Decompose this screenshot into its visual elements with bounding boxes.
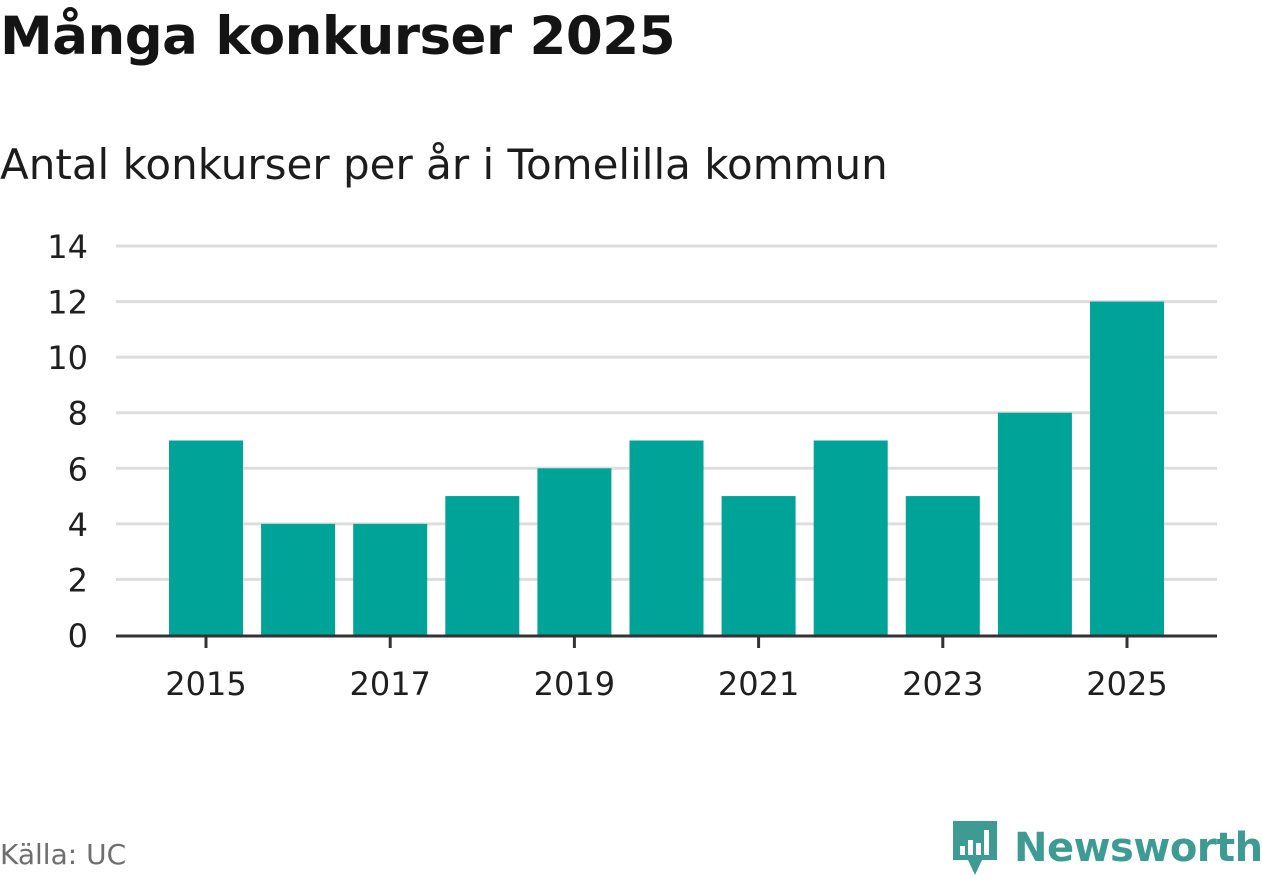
y-tick-label: 12 xyxy=(47,284,88,322)
x-tick-label: 2021 xyxy=(718,665,799,703)
x-tick-label: 2025 xyxy=(1086,665,1167,703)
y-tick-label: 0 xyxy=(68,617,88,655)
y-tick-label: 8 xyxy=(68,395,88,433)
brand-logo[interactable]: Newsworthy xyxy=(950,818,1262,878)
bar-2024 xyxy=(997,412,1072,635)
bar-2018 xyxy=(445,496,520,635)
newsworthy-logo-icon xyxy=(953,821,997,875)
bar-2016 xyxy=(261,523,336,635)
bar-2023 xyxy=(905,496,980,635)
source-label: Källa: UC xyxy=(0,838,127,871)
bar-2017 xyxy=(353,523,428,635)
y-tick-label: 14 xyxy=(47,228,88,266)
y-tick-label: 6 xyxy=(68,450,88,488)
bar-2022 xyxy=(813,440,888,635)
y-tick-label: 10 xyxy=(47,339,88,377)
x-tick-label: 2019 xyxy=(534,665,615,703)
y-tick-label: 4 xyxy=(68,506,88,544)
bar-2019 xyxy=(537,468,612,635)
brand-name: Newsworthy xyxy=(1014,825,1262,871)
x-tick-label: 2017 xyxy=(349,665,430,703)
bar-2025 xyxy=(1090,301,1164,635)
x-tick-label: 2023 xyxy=(902,665,983,703)
chart-subtitle: Antal konkurser per år i Tomelilla kommu… xyxy=(0,140,888,189)
bar-2020 xyxy=(629,440,704,635)
x-tick-label: 2015 xyxy=(165,665,246,703)
bar-2021 xyxy=(721,496,796,635)
chart-title: Många konkurser 2025 xyxy=(0,6,676,67)
bar-2015 xyxy=(169,440,243,635)
y-tick-label: 2 xyxy=(68,561,88,599)
